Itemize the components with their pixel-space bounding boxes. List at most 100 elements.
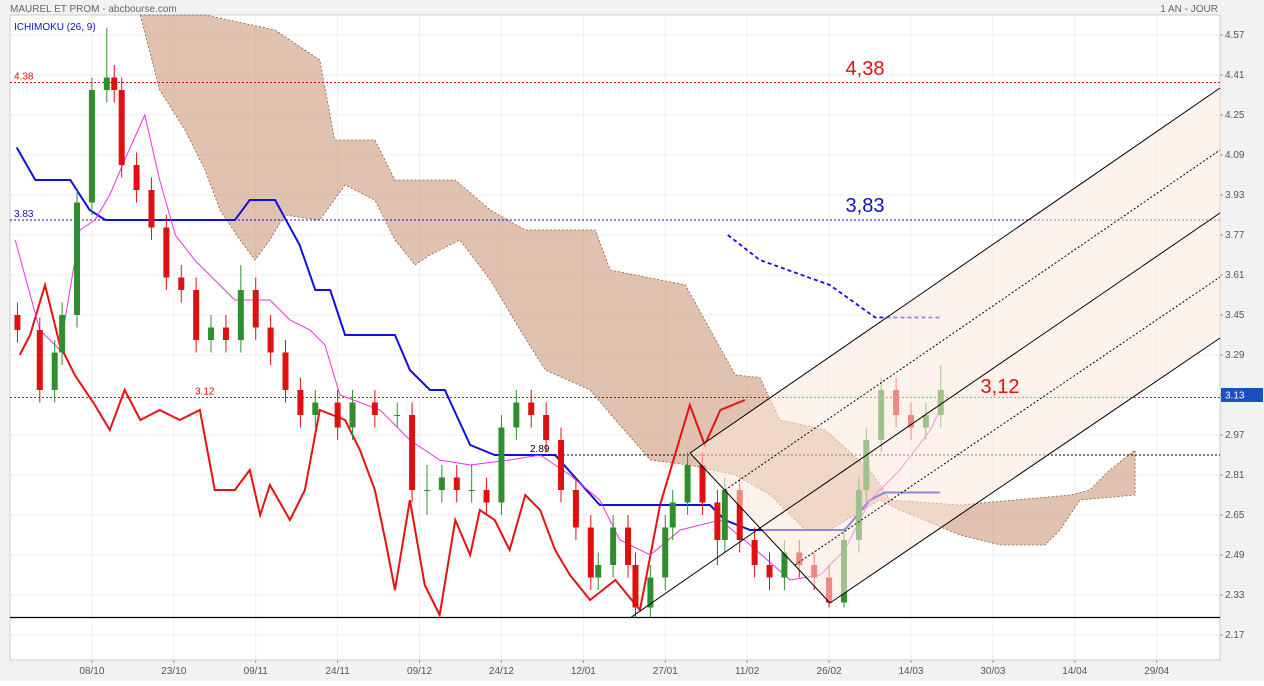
- candle-body: [625, 527, 632, 565]
- level-annotation: 3,83: [846, 195, 885, 217]
- candle-body: [736, 490, 743, 540]
- candle-body: [781, 552, 788, 578]
- candle-body: [88, 90, 95, 203]
- y-tick-label: 3.45: [1225, 310, 1245, 321]
- pitchfork-line: [759, 212, 1221, 529]
- y-tick-label: 3.93: [1225, 190, 1245, 201]
- candle-body: [528, 402, 535, 415]
- x-tick-label: 23/10: [161, 666, 186, 677]
- candle-body: [595, 565, 602, 578]
- pitchfork-line: [724, 149, 1221, 491]
- x-tick-label: 14/03: [898, 666, 923, 677]
- candle-body: [721, 490, 728, 540]
- level-label: 2.89: [530, 444, 550, 455]
- candle-body: [237, 290, 244, 340]
- candle-body: [312, 402, 319, 415]
- level-annotation: 3,12: [981, 376, 1020, 398]
- pitchfork-line: [794, 276, 1221, 566]
- candle-body: [148, 190, 155, 228]
- candle-body: [587, 527, 594, 578]
- candle-body: [543, 415, 550, 440]
- candle-body: [438, 477, 445, 490]
- x-tick-label: 24/12: [489, 666, 514, 677]
- candle-body: [334, 402, 341, 428]
- candle-body: [409, 415, 416, 490]
- candle-body: [714, 502, 721, 540]
- front: 4.57 4.41 4.25 4.09 3.93 3.77 3.61 3.45 3.29 3.13…: [14, 30, 1263, 677]
- y-tick-label: 2.65: [1225, 510, 1245, 521]
- x-tick-label: 09/11: [244, 666, 269, 677]
- candle-body: [453, 477, 460, 490]
- candle-body: [267, 327, 274, 353]
- candle-body: [59, 315, 66, 353]
- pitchfork-line: [629, 527, 761, 619]
- candle-body: [632, 565, 639, 608]
- y-tick-label: 3.29: [1225, 350, 1245, 361]
- x-tick-label: 24/11: [325, 666, 350, 677]
- y-tick-label: 3.77: [1225, 230, 1245, 241]
- level-label: 3.83: [14, 209, 34, 220]
- x-tick-label: 09/12: [407, 666, 432, 677]
- y-tick-label: 3.61: [1225, 270, 1245, 281]
- y-tick-label: 2.17: [1225, 630, 1245, 641]
- y-tick-label: 2.33: [1225, 590, 1245, 601]
- candle-body: [178, 277, 185, 290]
- level-label: 4.38: [14, 72, 34, 83]
- candle-body: [751, 540, 758, 565]
- candle-body: [766, 565, 773, 578]
- candle-body: [252, 290, 259, 328]
- ichimoku-cloud: [139, 14, 1136, 546]
- candle-body: [282, 352, 289, 390]
- y-tick-label: 4.25: [1225, 110, 1245, 121]
- candle-body: [118, 90, 125, 165]
- y-tick-label: 4.57: [1225, 30, 1245, 41]
- level-annotation: 4,38: [846, 58, 885, 80]
- candle-body: [662, 527, 669, 578]
- candle-body: [610, 527, 617, 565]
- candle-body: [208, 327, 215, 340]
- y-tick-label: 4.09: [1225, 150, 1245, 161]
- candle-body: [349, 402, 356, 428]
- candle-body: [103, 77, 110, 90]
- candle-body: [163, 227, 170, 278]
- candle-body: [74, 202, 81, 315]
- x-tick-label: 12/01: [571, 666, 596, 677]
- x-tick-label: 08/10: [79, 666, 104, 677]
- candle-body: [498, 427, 505, 503]
- candle-body: [483, 490, 490, 503]
- candle-body: [133, 165, 140, 190]
- x-tick-label: 29/04: [1144, 666, 1169, 677]
- y-tick-label: 2.97: [1225, 430, 1245, 441]
- chart-title: MAUREL ET PROM - abcbourse.com: [10, 4, 177, 15]
- candle-body: [371, 402, 378, 415]
- x-tick-label: 27/01: [653, 666, 678, 677]
- y-tick-label: 2.81: [1225, 470, 1245, 481]
- candle-body: [699, 465, 706, 503]
- level-label: 3.12: [195, 387, 215, 398]
- candle-body: [297, 390, 304, 415]
- candle-body: [669, 502, 676, 528]
- candle-body: [684, 465, 691, 503]
- last-price-label: 3.13: [1225, 391, 1245, 402]
- last-price-tag: [1221, 388, 1263, 402]
- pitchfork: [629, 87, 1221, 619]
- pitchfork-band: [690, 88, 1220, 603]
- pitchfork-line: [689, 87, 1221, 454]
- candle-body: [468, 490, 475, 491]
- x-tick-label: 14/04: [1062, 666, 1087, 677]
- candle-body: [572, 490, 579, 528]
- x-tick-label: 11/02: [735, 666, 760, 677]
- candle-body: [513, 402, 520, 428]
- candle-body: [36, 330, 43, 390]
- candle-body: [51, 352, 58, 390]
- y-tick-label: 4.41: [1225, 70, 1245, 81]
- candle-body: [423, 490, 430, 491]
- indicator: ICHIMOKU (26, 9): [14, 22, 96, 33]
- candle-body: [394, 415, 401, 416]
- pitchfork-line: [829, 337, 1221, 604]
- x-tick-label: 30/03: [980, 666, 1005, 677]
- x-tick-label: 26/02: [817, 666, 842, 677]
- candle-body: [647, 577, 654, 608]
